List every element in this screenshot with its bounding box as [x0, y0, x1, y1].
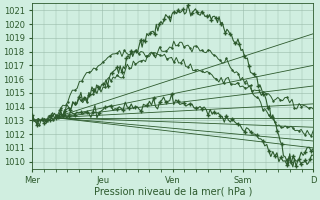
X-axis label: Pression niveau de la mer( hPa ): Pression niveau de la mer( hPa )	[93, 187, 252, 197]
